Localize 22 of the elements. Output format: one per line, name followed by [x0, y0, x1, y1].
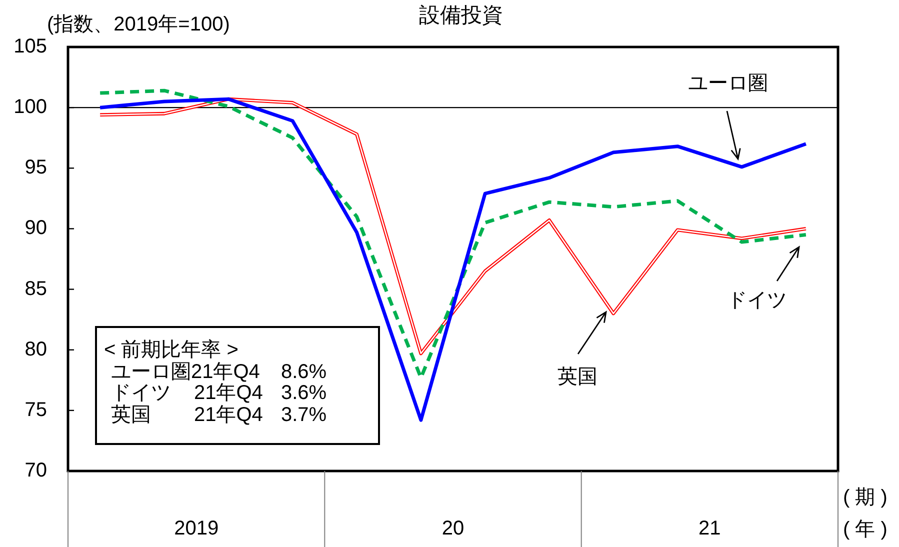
text: 20	[442, 518, 464, 540]
y-tick-label: 85	[24, 278, 47, 300]
y-tick-label: 75	[24, 398, 47, 421]
chart-title: 設備投資	[419, 4, 503, 27]
annotation: < 前期比年率 >	[104, 339, 240, 362]
y-tick-label: 105	[14, 36, 47, 58]
y-axis-title: (指数、2019年=100)	[47, 14, 230, 36]
text: ( 年 )	[843, 518, 888, 541]
text: 英国 21年Q4 3.7%	[111, 404, 327, 426]
y-tick-label: 95	[24, 156, 47, 179]
annotation: ドイツ 21年Q4 3.6%	[111, 382, 327, 404]
annotation: ユーロ圏21年Q4 8.6%	[111, 360, 327, 383]
x-axis-title: ( 期 )	[843, 486, 888, 509]
text: 21	[698, 518, 721, 540]
text: ユーロ圏	[688, 72, 768, 94]
y-tick-label: 70	[24, 460, 47, 482]
text: ドイツ	[726, 289, 787, 312]
text: 2019	[174, 518, 219, 540]
y-tick-label: 80	[24, 338, 47, 360]
y-tick-label: 100	[14, 96, 47, 118]
text: 英国	[557, 366, 598, 388]
y-tick-label: 90	[24, 217, 47, 240]
